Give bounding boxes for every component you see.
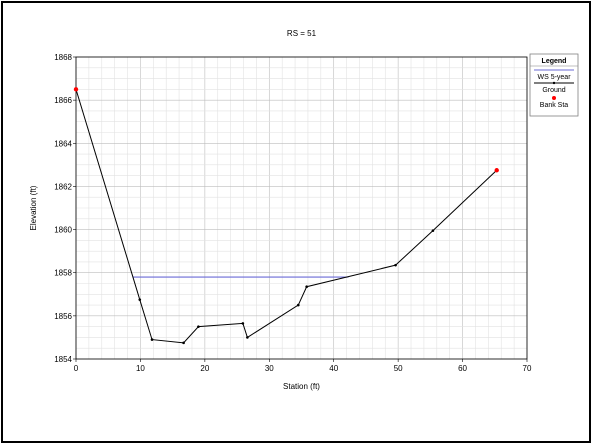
bank-station-point — [494, 168, 499, 173]
legend-ground-marker — [552, 81, 556, 85]
legend-entry-ws: WS 5-year — [537, 74, 571, 81]
y-axis-title: Elevation (ft) — [29, 185, 38, 230]
x-tick-label: 60 — [458, 364, 467, 373]
bank-station-point — [73, 87, 79, 92]
y-tick-label: 1856 — [54, 312, 72, 321]
y-tick-label: 1864 — [54, 139, 72, 148]
ground-point — [241, 322, 245, 325]
plot-border — [75, 56, 528, 360]
ground-point — [138, 298, 142, 301]
ground-point — [182, 341, 185, 345]
y-tick-label: 1862 — [54, 182, 72, 191]
legend: Legend WS 5-year Ground Bank Sta — [529, 53, 579, 117]
x-tick-label: 40 — [329, 364, 338, 373]
x-tick-label: 0 — [74, 364, 79, 373]
ground-point — [394, 263, 397, 267]
ground-point — [296, 303, 300, 307]
x-tick-label: 70 — [523, 364, 532, 373]
chart-title: RS = 51 — [287, 29, 317, 38]
grid — [75, 56, 528, 360]
x-tick-label: 30 — [265, 364, 274, 373]
x-tick-label: 20 — [200, 364, 209, 373]
hec-ras-cross-section-chart: 0 10 20 30 40 50 60 70 1854 1856 1858 1860 1862 1864 1… — [29, 29, 579, 391]
ground-point — [197, 325, 200, 328]
legend-bank-marker — [552, 96, 556, 100]
y-tick-label: 1866 — [54, 96, 72, 105]
tick-labels: 0 10 20 30 40 50 60 70 1854 1856 1858 1860 1862 1864 1… — [54, 53, 532, 373]
ground-point — [150, 338, 154, 341]
y-tick-label: 1868 — [54, 53, 72, 62]
y-tick-label: 1860 — [54, 226, 72, 235]
legend-box — [529, 53, 579, 117]
legend-entry-bank-sta: Bank Sta — [540, 102, 569, 109]
x-tick-label: 50 — [394, 364, 403, 373]
y-tick-label: 1854 — [54, 355, 72, 364]
series-line-ground — [75, 89, 498, 344]
legend-entry-ground: Ground — [542, 87, 565, 94]
series-layer — [73, 87, 499, 345]
legend-title: Legend — [542, 58, 567, 65]
ground-point — [305, 285, 308, 289]
ground-point — [431, 229, 435, 232]
x-axis-title: Station (ft) — [283, 382, 320, 391]
x-tick-label: 10 — [136, 364, 145, 373]
ground-point — [246, 336, 249, 339]
y-tick-label: 1858 — [54, 269, 72, 278]
